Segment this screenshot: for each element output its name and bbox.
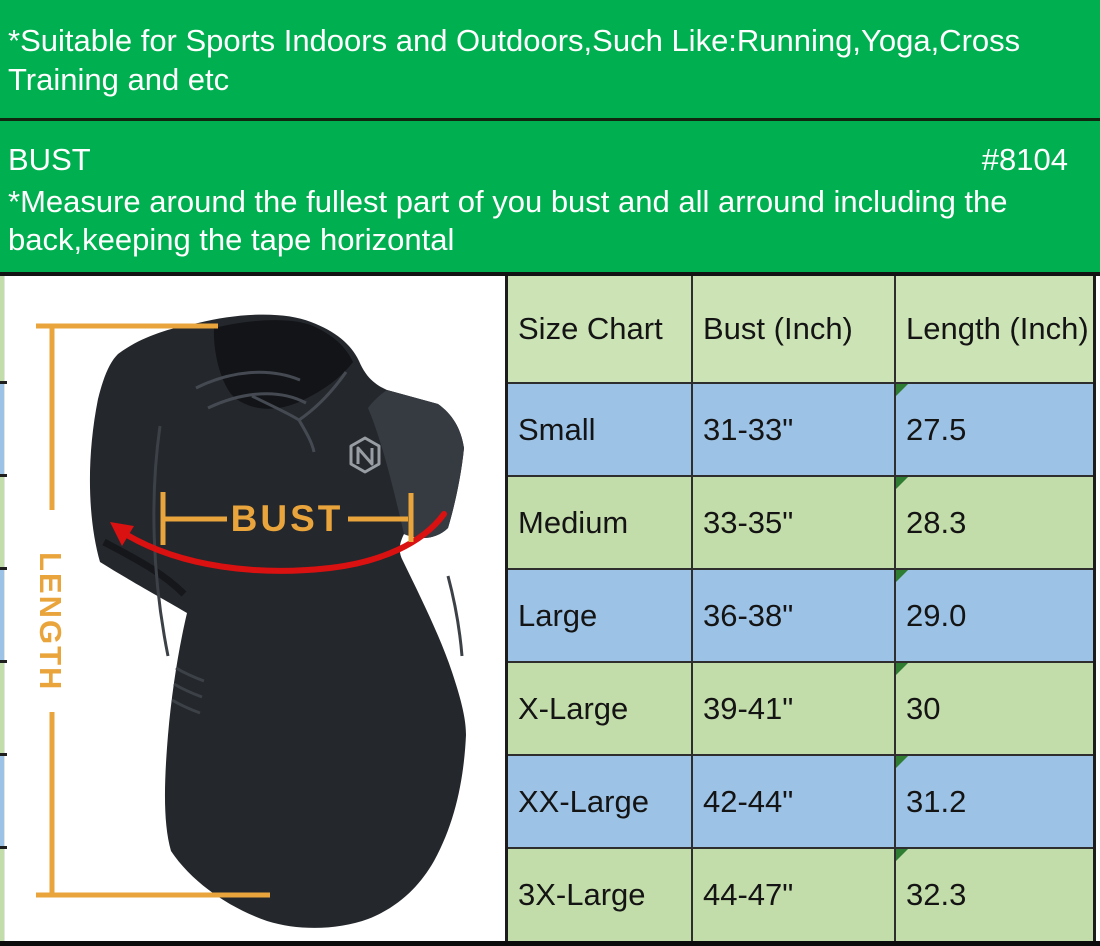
suitability-text-line1: *Suitable for Sports Indoors and Outdoor… — [8, 23, 1021, 58]
edge-strip-row5 — [0, 754, 4, 847]
cell-size: X-Large — [508, 663, 691, 754]
flag-triangle-icon — [896, 756, 908, 768]
edge-strip-header — [0, 276, 4, 382]
length-annotation — [36, 323, 270, 898]
cell-length: 30 — [894, 663, 1093, 754]
flag-triangle-icon — [896, 570, 908, 582]
cell-length-value: 31.2 — [906, 783, 967, 819]
bust-annotation — [160, 492, 414, 545]
cell-size: 3X-Large — [508, 849, 691, 941]
size-table: Size Chart Bust (Inch) Length (Inch) Sma… — [505, 276, 1096, 941]
bottom-border — [0, 941, 1100, 946]
edge-strip-row6 — [0, 847, 4, 941]
row-tick — [0, 567, 7, 570]
header-bust: Bust (Inch) — [691, 276, 894, 382]
table-row: Medium 33-35" 28.3 — [508, 475, 1093, 568]
bust-instruction-line2: back,keeping the tape horizontal — [8, 222, 455, 257]
cell-bust: 42-44" — [691, 756, 894, 847]
cell-length: 29.0 — [894, 570, 1093, 661]
cell-size: Small — [508, 384, 691, 475]
cell-length: 28.3 — [894, 477, 1093, 568]
suitability-banner: *Suitable for Sports Indoors and Outdoor… — [0, 0, 1100, 118]
cell-size: XX-Large — [508, 756, 691, 847]
bust-instruction-line1: *Measure around the fullest part of you … — [8, 184, 1008, 219]
table-row: Small 31-33" 27.5 — [508, 382, 1093, 475]
edge-strip-border — [4, 276, 5, 941]
edge-strip-row1 — [0, 382, 4, 475]
header-length: Length (Inch) — [894, 276, 1093, 382]
row-tick — [0, 753, 7, 756]
header-size: Size Chart — [508, 276, 691, 382]
cell-size: Large — [508, 570, 691, 661]
section-divider — [0, 272, 1100, 276]
bust-girth-arrow — [110, 511, 447, 574]
cell-length: 31.2 — [894, 756, 1093, 847]
hood-interior — [213, 320, 353, 409]
flag-triangle-icon — [896, 849, 908, 861]
table-row: X-Large 39-41" 30 — [508, 661, 1093, 754]
left-cuff-band — [102, 538, 187, 597]
row-tick — [0, 474, 7, 477]
table-row: 3X-Large 44-47" 32.3 — [508, 847, 1093, 941]
flag-triangle-icon — [896, 477, 908, 489]
cell-bust: 36-38" — [691, 570, 894, 661]
hood-folds — [195, 370, 348, 453]
cell-bust: 39-41" — [691, 663, 894, 754]
arrowhead — [110, 522, 134, 546]
table-row: Large 36-38" 29.0 — [508, 568, 1093, 661]
row-tick — [0, 381, 7, 384]
bust-section-title: BUST — [8, 142, 91, 177]
cell-length-value: 32.3 — [906, 877, 967, 912]
cell-bust: 33-35" — [691, 477, 894, 568]
edge-strip-row2 — [0, 475, 4, 568]
length-label: LENGTH — [33, 552, 68, 691]
cell-length-value: 27.5 — [906, 411, 967, 447]
cell-length-value: 28.3 — [906, 504, 967, 540]
table-row: XX-Large 42-44" 31.2 — [508, 754, 1093, 847]
fabric-folds — [152, 425, 464, 715]
table-header-row: Size Chart Bust (Inch) Length (Inch) — [508, 276, 1093, 382]
bust-label: BUST — [231, 498, 344, 539]
cell-length: 27.5 — [894, 384, 1093, 475]
cell-bust: 44-47" — [691, 849, 894, 941]
cell-size: Medium — [508, 477, 691, 568]
cell-length: 32.3 — [894, 849, 1093, 941]
flag-triangle-icon — [896, 384, 908, 396]
flag-triangle-icon — [896, 663, 908, 675]
cell-length-value: 30 — [906, 690, 941, 726]
edge-strip-row3 — [0, 568, 4, 661]
measurement-figure: LENGTH BUST — [33, 314, 466, 928]
edge-strip-row4 — [0, 661, 4, 754]
suitability-text-line2: Training and etc — [8, 62, 230, 97]
banner-divider — [0, 118, 1100, 121]
brand-hex-logo-icon — [349, 436, 381, 474]
bust-instruction-banner: BUST #8104 *Measure around the fullest p… — [0, 121, 1100, 272]
row-tick — [0, 846, 7, 849]
cell-length-value: 29.0 — [906, 597, 967, 633]
cell-bust: 31-33" — [691, 384, 894, 475]
row-tick — [0, 660, 7, 663]
style-code: #8104 — [981, 142, 1068, 177]
shirt-sleeve-panel — [368, 390, 464, 539]
